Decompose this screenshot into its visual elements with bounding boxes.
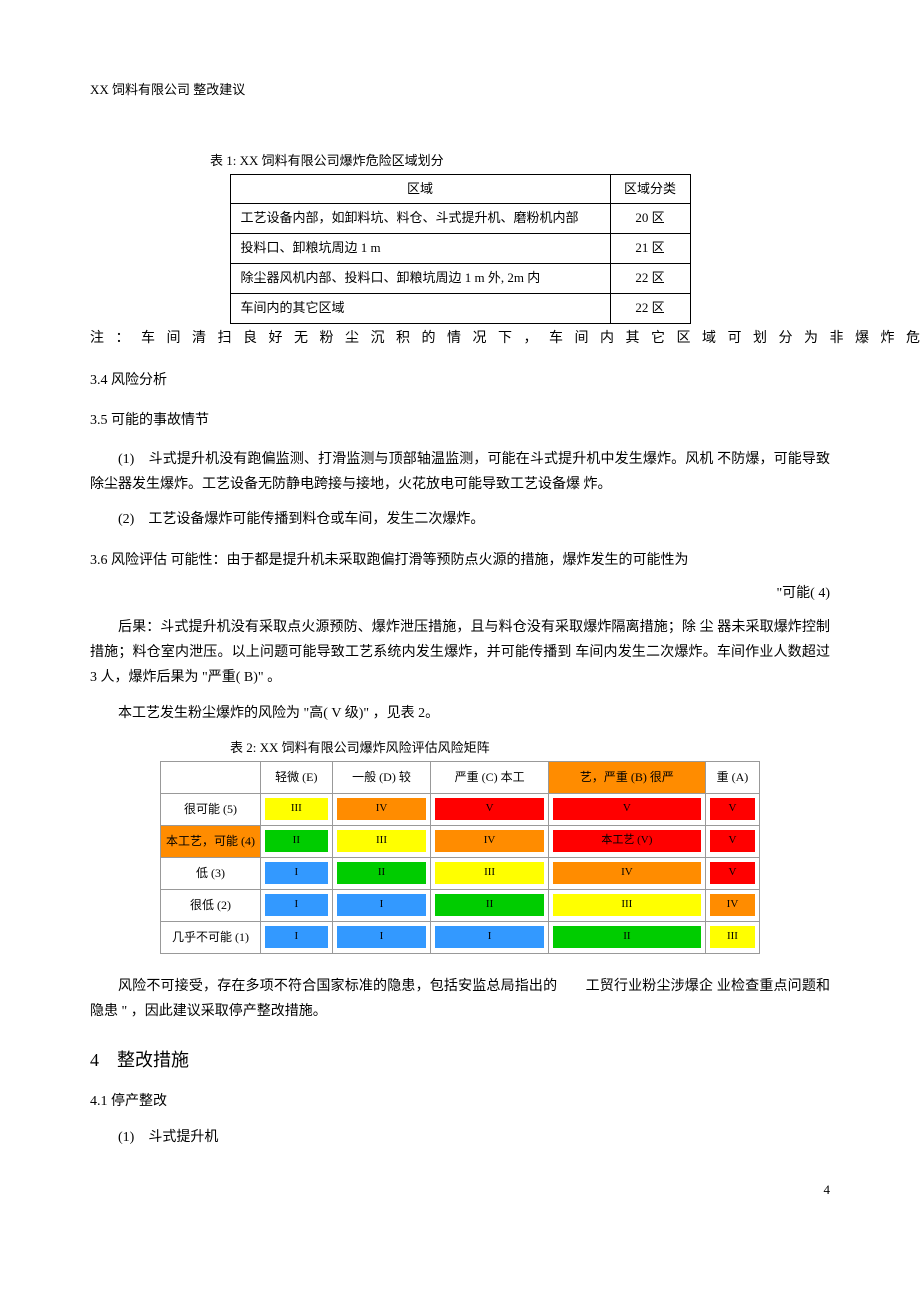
matrix-cell: IV [431, 825, 548, 857]
matrix-cell: III [705, 921, 759, 953]
table1-row-area: 车间内的其它区域 [230, 293, 610, 323]
table1-row-class: 20 区 [610, 204, 690, 234]
table1-row-class: 21 区 [610, 234, 690, 264]
risk-matrix-table: 轻微 (E)一般 (D) 较严重 (C) 本工艺，严重 (B) 很严重 (A) … [160, 761, 760, 954]
matrix-cell: IV [332, 793, 431, 825]
matrix-cell: II [261, 825, 333, 857]
table1-row-area: 除尘器风机内部、投料口、卸粮坑周边 1 m 外, 2m 内 [230, 263, 610, 293]
matrix-col-header: 轻微 (E) [261, 761, 333, 793]
matrix-row-header: 很可能 (5) [161, 793, 261, 825]
section-3-6-right: "可能( 4) [90, 583, 830, 605]
matrix-col-header: 一般 (D) 较 [332, 761, 431, 793]
consequence-para: 后果：斗式提升机没有采取点火源预防、爆炸泄压措施，且与料仓没有采取爆炸隔离措施；… [90, 615, 830, 691]
matrix-cell: V [431, 793, 548, 825]
table1-note: 注 ： 车 间 清 扫 良 好 无 粉 尘 沉 积 的 情 况 下 ， 车 间 … [90, 328, 830, 350]
scenario-item-1: (1) 斗式提升机没有跑偏监测、打滑监测与顶部轴温监测，可能在斗式提升机中发生爆… [90, 447, 830, 497]
section-4: 4 整改措施 [90, 1046, 830, 1075]
matrix-cell: I [261, 857, 333, 889]
section-3-6: 3.6 风险评估 可能性：由于都是提升机未采取跑偏打滑等预防点火源的措施，爆炸发… [90, 550, 830, 572]
matrix-cell: V [705, 793, 759, 825]
scenario-item-2: (2) 工艺设备爆炸可能传播到料仓或车间，发生二次爆炸。 [90, 507, 830, 532]
matrix-cell: IV [548, 857, 705, 889]
matrix-cell: III [261, 793, 333, 825]
matrix-row-header: 几乎不可能 (1) [161, 921, 261, 953]
section-3-5: 3.5 可能的事故情节 [90, 410, 830, 432]
matrix-cell: V [548, 793, 705, 825]
matrix-cell: V [705, 857, 759, 889]
unacceptable-para: 风险不可接受，存在多项不符合国家标准的隐患，包括安监总局指出的 工贸行业粉尘涉爆… [90, 974, 830, 1024]
risk-level-para: 本工艺发生粉尘爆炸的风险为 "高( V 级)" ，见表 2。 [90, 701, 830, 726]
table1-caption: 表 1: XX 饲料有限公司爆炸危险区域划分 [210, 151, 830, 172]
matrix-cell: II [332, 857, 431, 889]
matrix-cell: IV [705, 889, 759, 921]
matrix-cell: III [548, 889, 705, 921]
measure-item-1: (1) 斗式提升机 [90, 1125, 830, 1150]
matrix-row-header: 很低 (2) [161, 889, 261, 921]
table2-caption: 表 2: XX 饲料有限公司爆炸风险评估风险矩阵 [230, 738, 830, 759]
matrix-cell: 本工艺 (V) [548, 825, 705, 857]
table1-row-class: 22 区 [610, 293, 690, 323]
matrix-col-header: 严重 (C) 本工 [431, 761, 548, 793]
matrix-col-header: 重 (A) [705, 761, 759, 793]
matrix-cell: I [261, 889, 333, 921]
page-number: 4 [90, 1180, 830, 1201]
table1-col-class: 区域分类 [610, 174, 690, 204]
section-3-4: 3.4 风险分析 [90, 370, 830, 392]
section-4-1: 4.1 停产整改 [90, 1091, 830, 1113]
matrix-cell: I [431, 921, 548, 953]
table1-row-area: 工艺设备内部，如卸料坑、料仓、斗式提升机、磨粉机内部 [230, 204, 610, 234]
matrix-row-header: 本工艺，可能 (4) [161, 825, 261, 857]
table1: 区域 区域分类 工艺设备内部，如卸料坑、料仓、斗式提升机、磨粉机内部20 区投料… [230, 174, 691, 324]
page-header: XX 饲料有限公司 整改建议 [90, 80, 830, 101]
table1-row-area: 投料口、卸粮坑周边 1 m [230, 234, 610, 264]
matrix-col-header: 艺，严重 (B) 很严 [548, 761, 705, 793]
matrix-cell: I [261, 921, 333, 953]
matrix-cell: III [431, 857, 548, 889]
matrix-cell: I [332, 889, 431, 921]
matrix-col-header [161, 761, 261, 793]
table1-col-area: 区域 [230, 174, 610, 204]
matrix-row-header: 低 (3) [161, 857, 261, 889]
matrix-cell: III [332, 825, 431, 857]
table1-row-class: 22 区 [610, 263, 690, 293]
matrix-cell: I [332, 921, 431, 953]
matrix-cell: II [431, 889, 548, 921]
matrix-cell: II [548, 921, 705, 953]
matrix-cell: V [705, 825, 759, 857]
